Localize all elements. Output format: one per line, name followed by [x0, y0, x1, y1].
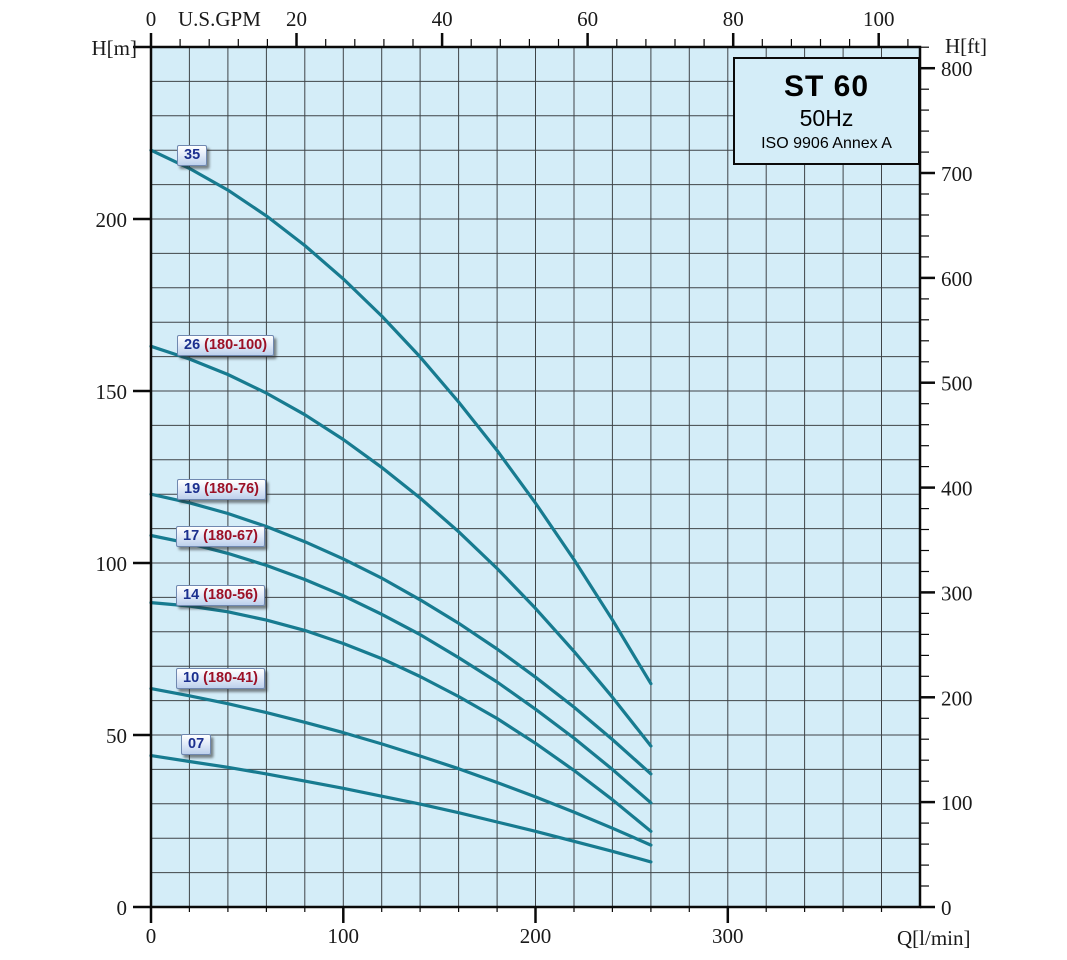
- right-axis-tick-label: 100: [941, 791, 973, 815]
- pump-curve-10: [149, 687, 653, 847]
- right-axis-title: H[ft]: [945, 34, 987, 58]
- pump-curve-14: [149, 601, 653, 833]
- right-axis-tick-label: 800: [941, 57, 973, 81]
- pump-curve-35: [149, 148, 653, 686]
- pump-curve-07: [149, 754, 653, 864]
- left-axis-tick-label: 50: [106, 724, 127, 748]
- left-axis-title: H[m]: [91, 36, 138, 60]
- left-axis-tick-label: 0: [117, 896, 128, 920]
- model-name: ST 60: [783, 69, 870, 103]
- top-axis-tick-label: 100: [863, 7, 895, 31]
- left-axis-tick-label: 200: [96, 208, 128, 232]
- left-axis-tick-label: 150: [96, 380, 128, 404]
- right-axis-tick-label: 300: [941, 581, 973, 605]
- pump-curve-26: [149, 344, 653, 748]
- bottom-axis-tick-label: 100: [328, 924, 360, 948]
- pump-curve-17: [149, 533, 653, 805]
- right-axis-tick-label: 0: [941, 896, 952, 920]
- title-box: ST 60 50Hz ISO 9906 Annex A: [733, 57, 920, 165]
- top-axis-tick-label: 80: [723, 7, 744, 31]
- standard-label: ISO 9906 Annex A: [761, 134, 892, 152]
- frequency-label: 50Hz: [799, 104, 854, 131]
- bottom-axis-tick-label: 300: [712, 924, 744, 948]
- top-axis-tick-label: 0: [146, 7, 157, 31]
- pump-curve-19: [149, 492, 653, 776]
- right-axis-tick-label: 200: [941, 686, 973, 710]
- right-axis-tick-label: 400: [941, 477, 973, 501]
- right-axis-tick-label: 500: [941, 372, 973, 396]
- bottom-axis-tick-label: 200: [520, 924, 552, 948]
- right-axis-tick-label: 700: [941, 162, 973, 186]
- top-axis-tick-label: 20: [286, 7, 307, 31]
- top-axis-tick-label: 60: [577, 7, 598, 31]
- right-axis-tick-label: 600: [941, 267, 973, 291]
- bottom-axis-tick-label: 0: [146, 924, 157, 948]
- top-axis-title: U.S.GPM: [178, 7, 261, 31]
- top-axis-tick-label: 40: [432, 7, 453, 31]
- bottom-axis-title: Q[l/min]: [897, 926, 971, 950]
- left-axis-tick-label: 100: [96, 552, 128, 576]
